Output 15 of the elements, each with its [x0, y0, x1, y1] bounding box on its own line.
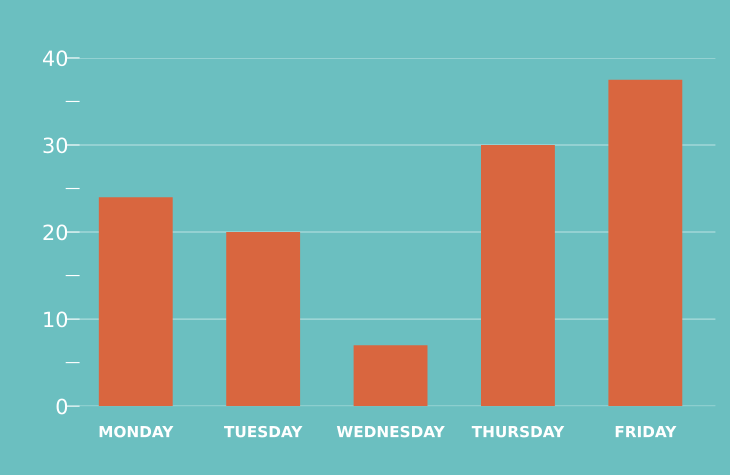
- x-tick-label: TUESDAY: [224, 426, 302, 438]
- bar: [354, 345, 428, 406]
- bar: [98, 197, 173, 406]
- x-tick-label: WEDNESDAY: [336, 426, 445, 438]
- x-tick-label: THURSDAY: [472, 426, 564, 438]
- bar: [608, 80, 682, 406]
- bar: [226, 232, 300, 406]
- y-tick-label: 40: [42, 50, 68, 66]
- y-tick-label: 30: [44, 137, 68, 154]
- y-tick-label: 10: [44, 312, 68, 328]
- bar: [481, 144, 555, 406]
- x-tick-label: MONDAY: [100, 426, 174, 438]
- y-tick-label: 20: [43, 224, 68, 240]
- x-tick-label: FRIDAY: [616, 426, 676, 438]
- y-tick-label: 0: [56, 398, 68, 414]
